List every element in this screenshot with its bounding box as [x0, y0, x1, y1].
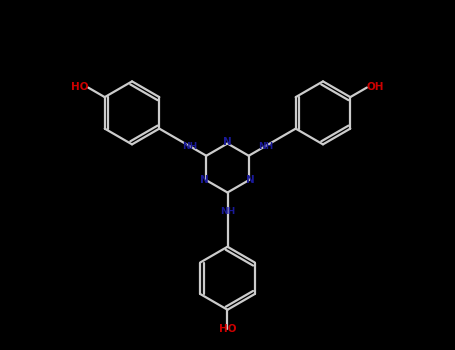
Text: N: N — [200, 175, 209, 185]
Text: OH: OH — [367, 83, 384, 92]
Text: NH: NH — [258, 142, 273, 150]
Text: NH: NH — [220, 207, 235, 216]
Text: N: N — [246, 175, 255, 185]
Text: NH: NH — [182, 142, 197, 150]
Text: N: N — [223, 137, 232, 147]
Text: HO: HO — [219, 324, 236, 334]
Text: HO: HO — [71, 83, 88, 92]
